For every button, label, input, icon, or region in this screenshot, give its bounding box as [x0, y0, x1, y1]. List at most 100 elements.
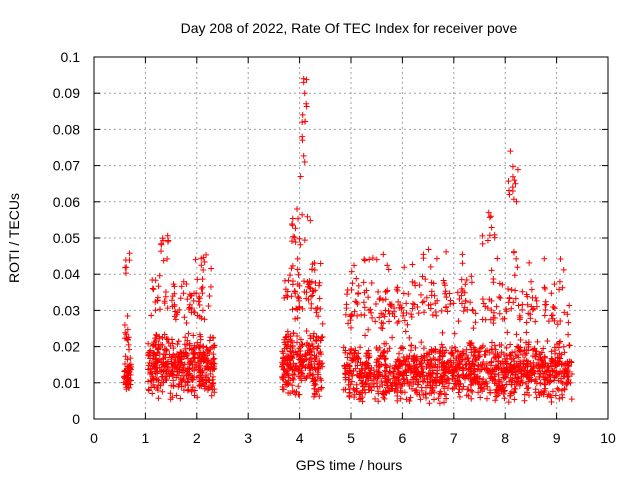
data-point: [191, 374, 198, 381]
data-point: [505, 299, 512, 306]
data-point: [310, 334, 317, 341]
data-point: [145, 340, 152, 347]
data-point: [491, 234, 498, 241]
data-point: [517, 337, 524, 344]
data-point: [294, 333, 301, 340]
data-point: [564, 374, 571, 381]
data-point: [298, 377, 305, 384]
data-point: [495, 365, 502, 372]
data-point: [479, 240, 486, 247]
data-point: [484, 383, 491, 390]
data-point: [436, 400, 443, 407]
data-point: [286, 364, 293, 371]
data-point: [294, 255, 301, 262]
data-point: [378, 310, 385, 317]
data-point: [365, 362, 372, 369]
data-point: [459, 260, 466, 267]
data-point: [312, 381, 319, 388]
data-point: [499, 315, 506, 322]
data-point: [370, 367, 377, 374]
data-point: [459, 356, 466, 363]
data-point: [484, 365, 491, 372]
data-point: [381, 373, 388, 380]
data-point: [181, 372, 188, 379]
data-point: [451, 344, 458, 351]
data-point: [438, 341, 445, 348]
data-point: [476, 348, 483, 355]
data-point: [525, 339, 532, 346]
data-point: [504, 367, 511, 374]
data-point: [501, 395, 508, 402]
data-point: [291, 367, 298, 374]
data-point: [394, 373, 401, 380]
data-point: [374, 368, 381, 375]
data-point: [405, 290, 412, 297]
data-point: [523, 329, 530, 336]
data-point: [503, 360, 510, 367]
data-point: [444, 377, 451, 384]
data-point: [383, 378, 390, 385]
data-point: [431, 292, 438, 299]
y-tick-label: 0: [72, 411, 80, 427]
data-point: [403, 396, 410, 403]
data-point: [517, 348, 524, 355]
data-point: [503, 344, 510, 351]
data-point: [201, 258, 208, 265]
data-point: [525, 384, 532, 391]
data-point: [348, 286, 355, 293]
data-point: [507, 148, 514, 155]
data-point: [394, 319, 401, 326]
data-point: [403, 372, 410, 379]
data-point: [464, 306, 471, 313]
data-point: [287, 356, 294, 363]
data-point: [361, 256, 368, 263]
data-point: [557, 338, 564, 345]
data-point: [511, 396, 518, 403]
data-point: [207, 370, 214, 377]
data-point: [211, 386, 218, 393]
data-point: [403, 300, 410, 307]
data-point: [564, 311, 571, 318]
data-point: [467, 371, 474, 378]
data-point: [541, 387, 548, 394]
data-point: [385, 266, 392, 273]
data-point: [484, 237, 491, 244]
data-point: [311, 330, 318, 337]
data-point: [303, 374, 310, 381]
data-point: [191, 367, 198, 374]
data-point: [317, 260, 324, 267]
data-point: [408, 342, 415, 349]
data-point: [282, 334, 289, 341]
data-point: [353, 275, 360, 282]
data-point: [386, 345, 393, 352]
data-point: [473, 374, 480, 381]
data-point: [199, 376, 206, 383]
data-point: [413, 357, 420, 364]
y-tick-label: 0.07: [53, 158, 80, 174]
data-point: [443, 294, 450, 301]
data-point: [427, 263, 434, 270]
data-point: [170, 383, 177, 390]
data-point: [458, 350, 465, 357]
data-point: [407, 369, 414, 376]
data-point: [296, 304, 303, 311]
data-point: [462, 281, 469, 288]
data-point: [380, 251, 387, 258]
data-point: [427, 356, 434, 363]
data-point: [156, 306, 163, 313]
data-point: [451, 330, 458, 337]
data-point: [158, 248, 165, 255]
data-point: [514, 166, 521, 173]
data-point: [161, 331, 168, 338]
data-point: [488, 358, 495, 365]
data-point: [397, 395, 404, 402]
data-point: [198, 383, 205, 390]
data-point: [302, 351, 309, 358]
data-point: [363, 359, 370, 366]
data-point: [467, 340, 474, 347]
data-point: [528, 278, 535, 285]
data-point: [413, 376, 420, 383]
data-point: [484, 305, 491, 312]
data-point: [441, 282, 448, 289]
data-point: [307, 363, 314, 370]
